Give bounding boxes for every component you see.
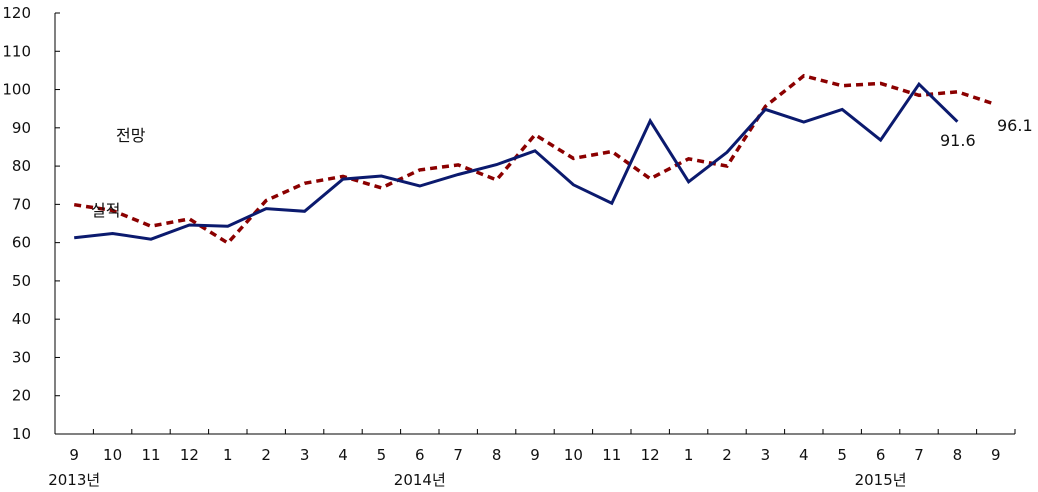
year-label: 2013년: [48, 471, 100, 489]
x-tick-label: 8: [953, 446, 963, 464]
y-tick-label: 30: [12, 348, 31, 366]
y-tick-label: 70: [12, 195, 31, 213]
x-tick-label: 9: [530, 446, 540, 464]
x-tick-label: 10: [103, 446, 122, 464]
x-tick-label: 1: [223, 446, 233, 464]
y-tick-label: 60: [12, 234, 31, 252]
x-tick-label: 4: [799, 446, 809, 464]
x-tick-label: 3: [300, 446, 310, 464]
year-label: 2015년: [855, 471, 907, 489]
x-tick-label: 7: [453, 446, 463, 464]
x-tick-label: 4: [338, 446, 348, 464]
x-tick-label: 8: [492, 446, 502, 464]
y-ticks: 10 20 30 40 50 60 70 80 90 100 110 120: [2, 4, 60, 443]
end-labels: 91.6 96.1: [940, 116, 1033, 150]
x-tick-label: 9: [69, 446, 79, 464]
x-tick-label: 9: [991, 446, 1001, 464]
forecast-series-line: [73, 73, 997, 246]
x-ticks: 9 10 11 12 1 2 3 4 5 6 7 8 9 10 11 12 1 2 3 4 5 6 7 8 9: [54, 429, 1016, 464]
year-label: 2014년: [394, 471, 446, 489]
x-tick-label: 5: [377, 446, 387, 464]
x-tick-label: 6: [876, 446, 886, 464]
actual-series-line: [74, 81, 959, 241]
y-tick-label: 110: [2, 42, 31, 60]
x-tick-label: 2: [261, 446, 271, 464]
actual-end-label: 91.6: [940, 131, 976, 150]
x-tick-label: 1: [684, 446, 694, 464]
x-tick-label: 10: [564, 446, 583, 464]
y-tick-label: 10: [12, 425, 31, 443]
y-tick-label: 40: [12, 310, 31, 328]
x-tick-label: 3: [761, 446, 771, 464]
axes: [54, 13, 1015, 435]
y-tick-label: 100: [2, 81, 31, 99]
series-lines: [73, 73, 997, 246]
x-tick-label: 5: [837, 446, 847, 464]
x-tick-label: 12: [641, 446, 660, 464]
y-tick-label: 120: [2, 4, 31, 22]
x-tick-label: 12: [180, 446, 199, 464]
series-label-actual: 실적: [91, 201, 120, 220]
x-tick-label: 6: [415, 446, 425, 464]
y-tick-label: 80: [12, 157, 31, 175]
x-tick-label: 11: [141, 446, 160, 464]
y-tick-label: 50: [12, 272, 31, 290]
x-tick-label: 7: [914, 446, 924, 464]
y-tick-label: 90: [12, 119, 31, 137]
year-labels: 2013년 2014년 2015년: [48, 471, 906, 489]
series-label-forecast: 전망: [116, 126, 146, 145]
x-tick-label: 11: [602, 446, 621, 464]
forecast-end-label: 96.1: [997, 116, 1033, 135]
series-labels: 전망 실적: [91, 126, 146, 220]
y-tick-label: 20: [12, 387, 31, 405]
x-tick-label: 2: [722, 446, 732, 464]
